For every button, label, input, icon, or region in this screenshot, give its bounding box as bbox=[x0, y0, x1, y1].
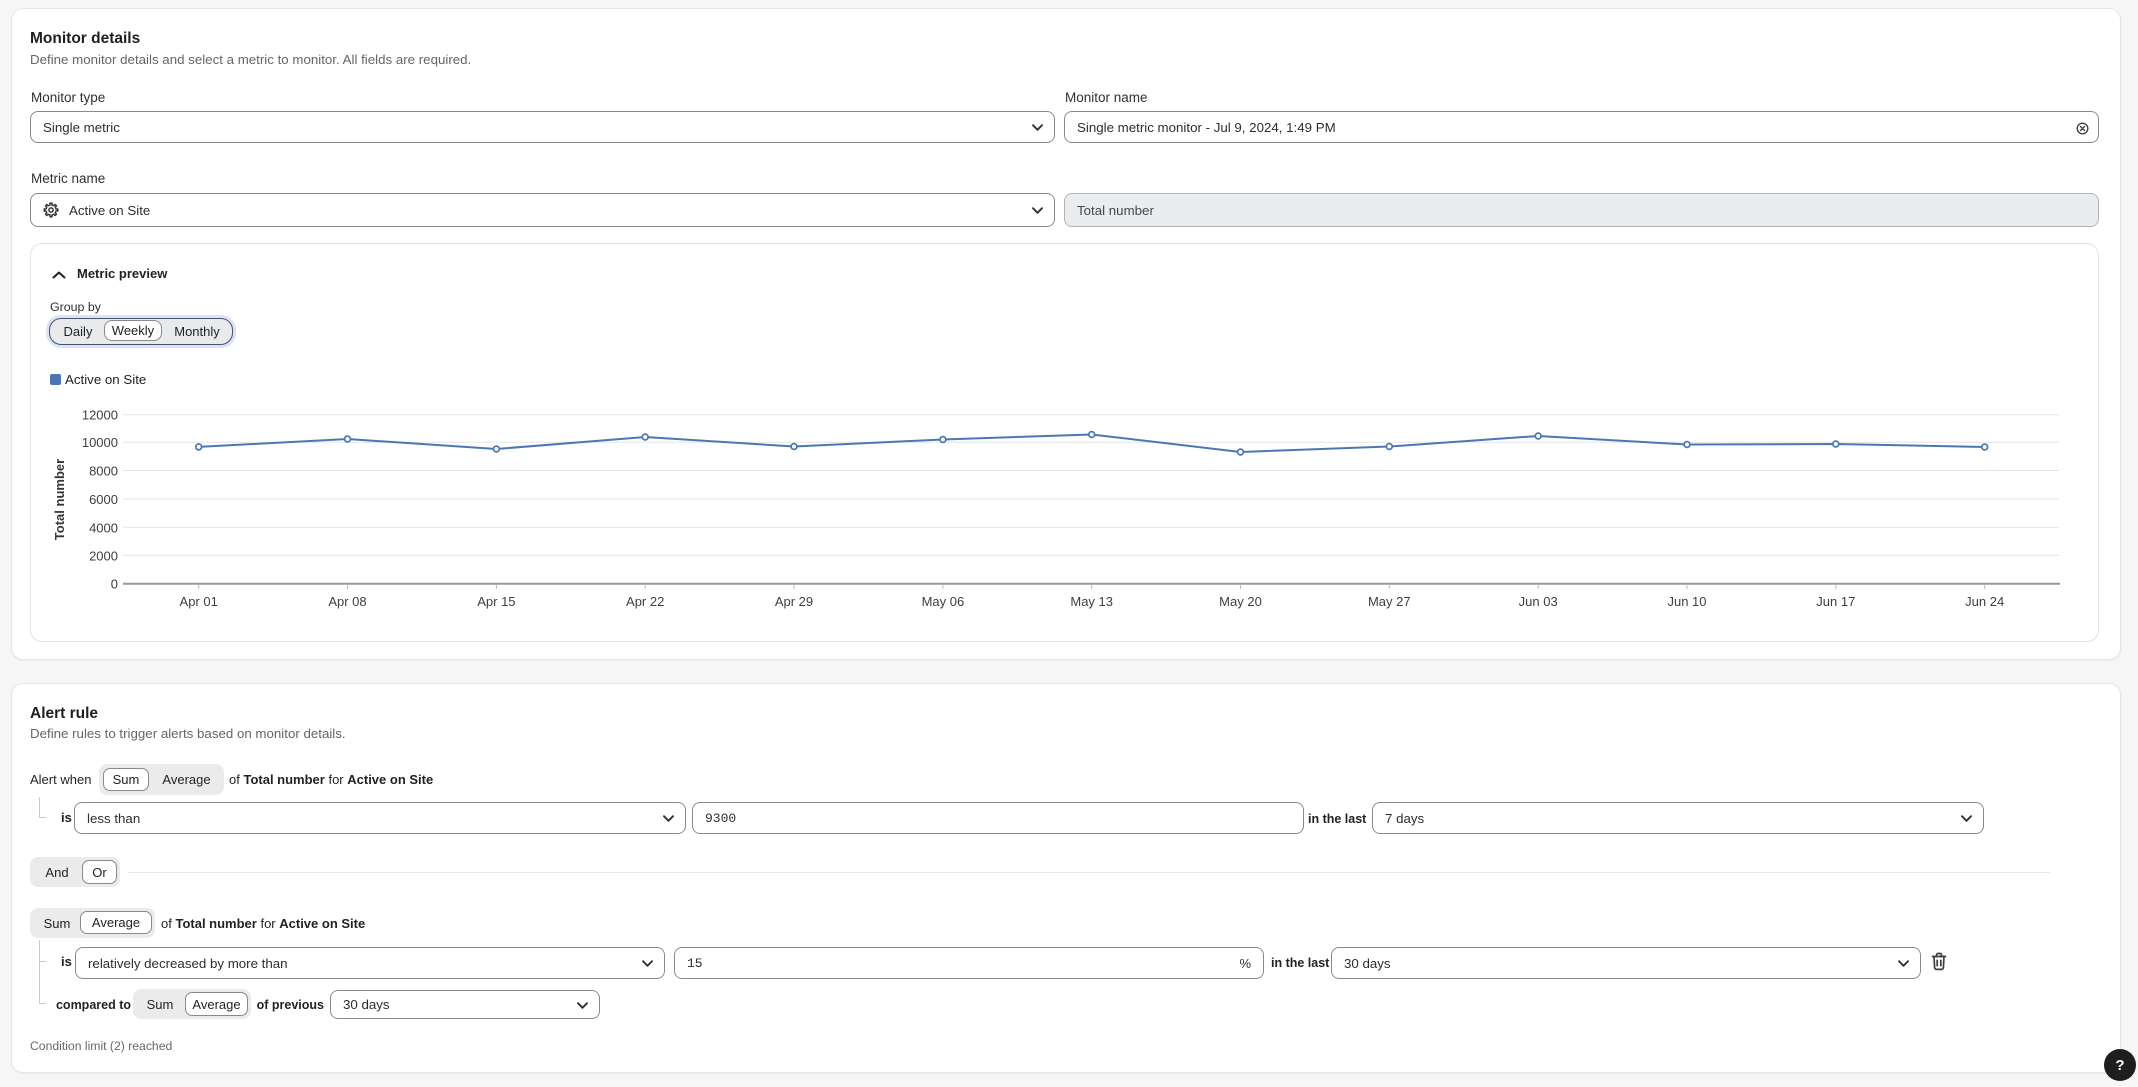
svg-text:12000: 12000 bbox=[82, 408, 118, 423]
svg-text:May 13: May 13 bbox=[1070, 594, 1113, 609]
svg-text:May 06: May 06 bbox=[922, 594, 965, 609]
svg-text:Apr 08: Apr 08 bbox=[328, 594, 366, 609]
svg-text:May 27: May 27 bbox=[1368, 594, 1411, 609]
svg-text:2000: 2000 bbox=[89, 548, 118, 563]
svg-text:May 20: May 20 bbox=[1219, 594, 1262, 609]
svg-text:Jun 17: Jun 17 bbox=[1816, 594, 1855, 609]
svg-text:0: 0 bbox=[111, 577, 118, 592]
svg-text:4000: 4000 bbox=[89, 520, 118, 535]
svg-text:6000: 6000 bbox=[89, 492, 118, 507]
svg-text:Apr 22: Apr 22 bbox=[626, 594, 664, 609]
svg-text:10000: 10000 bbox=[82, 435, 118, 450]
svg-text:Jun 24: Jun 24 bbox=[1965, 594, 2004, 609]
svg-text:Total number: Total number bbox=[52, 459, 67, 540]
svg-text:Jun 10: Jun 10 bbox=[1667, 594, 1706, 609]
svg-text:Jun 03: Jun 03 bbox=[1519, 594, 1558, 609]
svg-text:Apr 15: Apr 15 bbox=[477, 594, 515, 609]
svg-text:Apr 29: Apr 29 bbox=[775, 594, 813, 609]
svg-text:Apr 01: Apr 01 bbox=[180, 594, 218, 609]
svg-text:8000: 8000 bbox=[89, 464, 118, 479]
